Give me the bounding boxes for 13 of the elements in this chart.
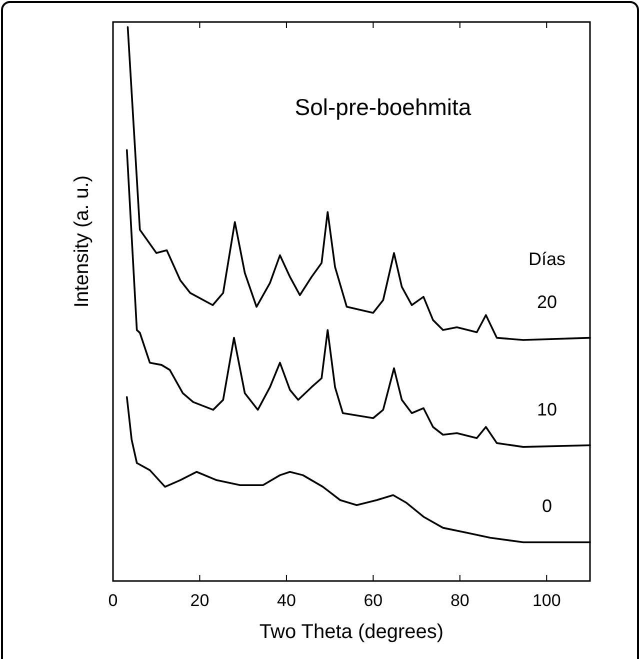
y-axis-title: Intensity (a. u.) [71,175,93,308]
legend-title: Días [528,248,566,269]
x-tick-label: 60 [364,591,383,610]
x-tick-label: 20 [190,591,210,610]
x-tick-label: 40 [276,591,296,610]
series-label: 0 [542,496,552,516]
x-tick-label: 80 [450,591,470,610]
series-label: 20 [537,292,558,312]
x-tick-label: 100 [532,591,561,610]
x-axis-title: Two Theta (degrees) [259,621,444,643]
text: Sol-pre-boehmita [294,94,472,120]
series-label: 10 [537,399,558,420]
x-tick-label: 0 [108,591,118,610]
